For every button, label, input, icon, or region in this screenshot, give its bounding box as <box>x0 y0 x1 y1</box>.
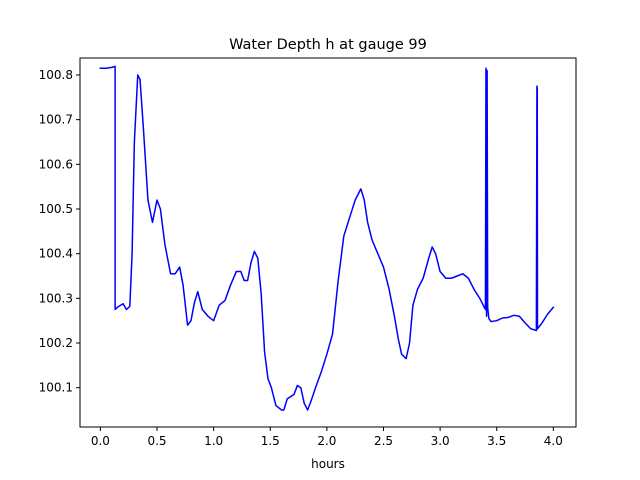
y-tick-label: 100.8 <box>39 68 73 82</box>
y-tick-label: 100.1 <box>39 381 73 395</box>
x-tick-label: 0.5 <box>147 434 166 448</box>
y-tick-label: 100.7 <box>39 113 73 127</box>
x-axis: 0.0 0.5 1.0 1.5 2.0 2.5 3.0 3.5 4.0 <box>91 427 563 448</box>
x-tick-label: 0.0 <box>91 434 110 448</box>
x-tick-label: 2.0 <box>317 434 336 448</box>
x-tick-label: 1.0 <box>204 434 223 448</box>
x-tick-label: 4.0 <box>544 434 563 448</box>
y-tick-label: 100.3 <box>39 291 73 305</box>
plot-area <box>79 57 577 428</box>
series-line-0 <box>99 65 555 411</box>
y-tick-label: 100.6 <box>39 157 73 171</box>
x-tick-label: 3.0 <box>431 434 450 448</box>
x-tick-label: 2.5 <box>374 434 393 448</box>
chart-title: Water Depth h at gauge 99 <box>229 37 427 53</box>
y-axis: 100.1 100.2 100.3 100.4 100.5 100.6 100.7 100.8 <box>39 68 80 395</box>
y-tick-label: 100.4 <box>39 247 73 261</box>
axes-frame <box>79 57 577 428</box>
x-axis-label: hours <box>311 457 345 471</box>
x-tick-label: 3.5 <box>487 434 506 448</box>
x-tick-label: 1.5 <box>261 434 280 448</box>
y-tick-label: 100.2 <box>39 336 73 350</box>
y-tick-label: 100.5 <box>39 202 73 216</box>
